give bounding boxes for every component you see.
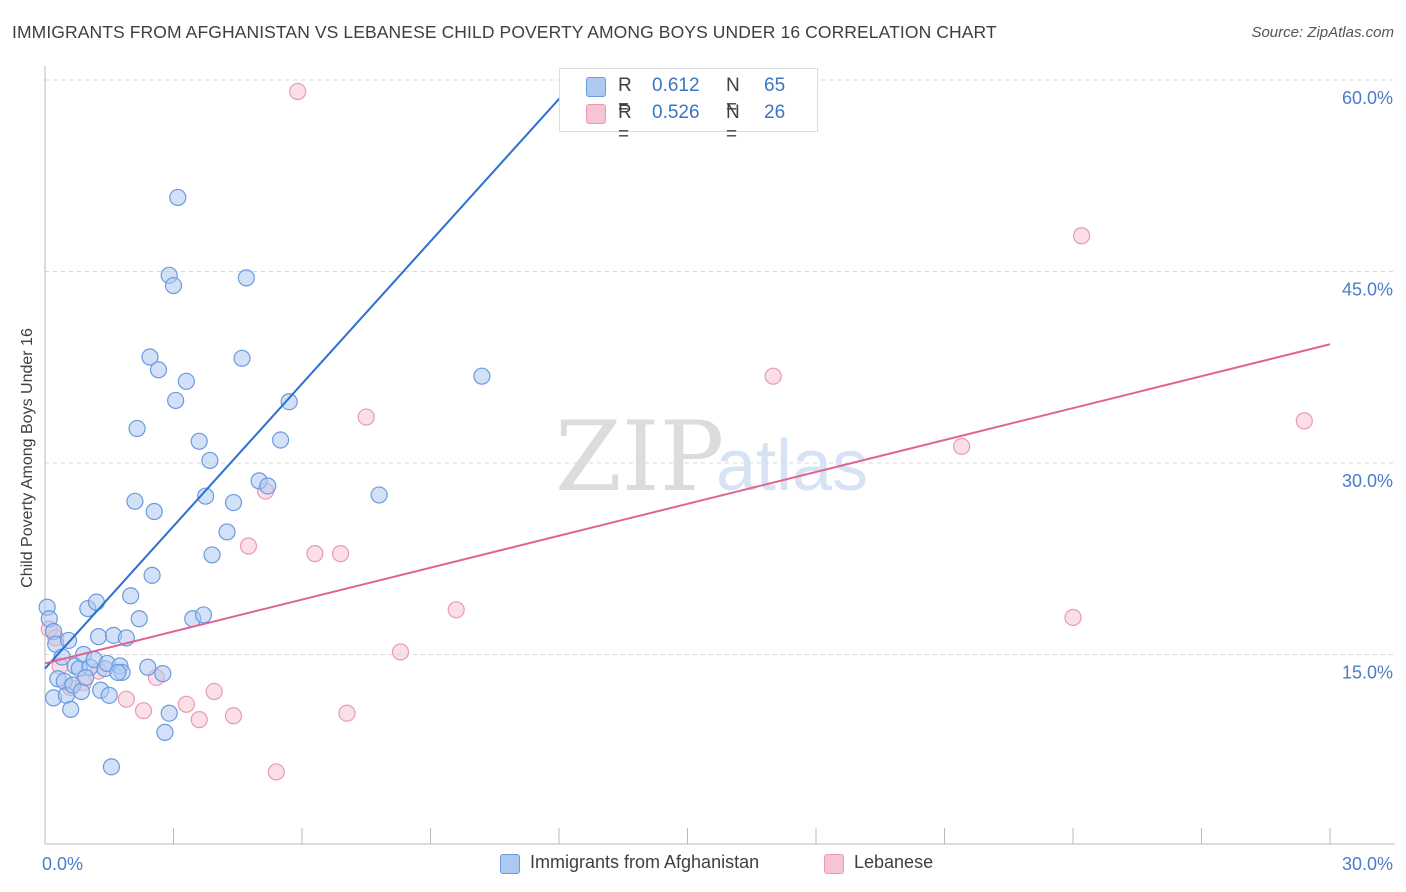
lebanese-point-9 xyxy=(177,695,195,713)
afghanistan-point-44 xyxy=(169,188,187,207)
legend-label-lebanese: Lebanese xyxy=(854,852,934,872)
lebanese-point-24 xyxy=(953,437,971,456)
afghanistan-point-50 xyxy=(201,451,219,470)
afghanistan-point-34 xyxy=(139,658,157,676)
lebanese-swatch xyxy=(586,104,606,124)
afghanistan-point-49 xyxy=(197,487,215,505)
afghanistan-point-55 xyxy=(237,269,255,287)
lebanese-point-15 xyxy=(267,763,285,781)
afghanistan-point-25 xyxy=(102,758,120,776)
afghanistan-point-38 xyxy=(149,361,168,379)
lebanese-point-26 xyxy=(1072,227,1091,245)
lebanese-point-10 xyxy=(190,711,208,729)
legend-r-label: R = xyxy=(618,102,632,145)
watermark-zip: ZIP xyxy=(555,401,724,513)
afghanistan-point-62 xyxy=(154,665,172,683)
chart-title: IMMIGRANTS FROM AFGHANISTAN VS LEBANESE … xyxy=(12,22,997,42)
afghanistan-point-35 xyxy=(141,348,159,366)
afghanistan-point-51 xyxy=(203,546,221,564)
lebanese-point-12 xyxy=(224,707,243,725)
afghanistan-point-43 xyxy=(167,391,185,410)
source-credit: Source: ZipAtlas.com xyxy=(1251,24,1394,41)
afghanistan-point-61 xyxy=(473,367,491,385)
afghanistan-point-24 xyxy=(100,686,118,704)
afghanistan-point-52 xyxy=(218,523,236,541)
lebanese-point-23 xyxy=(764,367,782,385)
lebanese-point-11 xyxy=(205,682,223,701)
legend-n-label: N = xyxy=(726,75,740,118)
afghanistan-point-47 xyxy=(190,432,208,450)
lebanese-trend-line xyxy=(44,343,1331,665)
lebanese-point-19 xyxy=(338,704,356,722)
y-tick-label-1: 30.0% xyxy=(1342,471,1393,491)
afghanistan-swatch xyxy=(586,77,606,97)
afghanistan-point-10 xyxy=(62,700,80,718)
legend-r-value: 0.526 xyxy=(652,102,700,123)
lebanese-swatch xyxy=(824,854,844,874)
afghanistan-point-32 xyxy=(128,419,146,438)
afghanistan-point-42 xyxy=(164,276,183,295)
afghanistan-point-31 xyxy=(126,492,144,510)
legend-n-value: 65 xyxy=(764,75,786,96)
afghanistan-point-64 xyxy=(77,668,95,687)
afghanistan-point-59 xyxy=(280,393,298,411)
afghanistan-point-36 xyxy=(143,566,161,584)
lebanese-point-27 xyxy=(1295,412,1313,430)
afghanistan-point-45 xyxy=(177,372,195,390)
legend-label-afghanistan: Immigrants from Afghanistan xyxy=(530,852,760,872)
afghanistan-point-39 xyxy=(156,723,174,741)
axes xyxy=(44,66,1395,845)
afghanistan-points xyxy=(38,188,491,776)
legend-r-label: R = xyxy=(618,75,632,118)
afghanistan-point-58 xyxy=(271,431,290,449)
afghanistan-point-57 xyxy=(259,477,277,495)
x-tick-label-0: 0.0% xyxy=(42,854,83,874)
legend-n-value: 26 xyxy=(764,102,786,123)
lebanese-point-22 xyxy=(447,601,465,619)
afghanistan-point-19 xyxy=(87,593,106,611)
afghanistan-point-60 xyxy=(370,486,388,504)
afghanistan-point-54 xyxy=(233,349,251,367)
afghanistan-point-37 xyxy=(145,502,163,521)
afghanistan-point-63 xyxy=(109,663,127,681)
y-tick-label-2: 45.0% xyxy=(1342,280,1393,300)
afghanistan-point-20 xyxy=(89,628,108,646)
afghanistan-trend-line xyxy=(44,79,577,670)
lebanese-point-21 xyxy=(391,643,410,661)
lebanese-point-13 xyxy=(239,537,258,555)
y-tick-label-3: 60.0% xyxy=(1342,88,1393,108)
lebanese-point-20 xyxy=(357,408,375,426)
tick-labels: 15.0% 30.0% 45.0% 60.0% 0.0% 30.0% xyxy=(42,88,1393,874)
afghanistan-point-48 xyxy=(194,606,213,624)
lebanese-point-16 xyxy=(289,82,307,101)
y-axis-label: Child Poverty Among Boys Under 16 xyxy=(19,328,36,588)
afghanistan-point-41 xyxy=(160,704,178,722)
afghanistan-point-53 xyxy=(224,493,243,512)
legend-r-value: 0.612 xyxy=(652,75,700,96)
lebanese-point-18 xyxy=(331,545,350,563)
afghanistan-point-9 xyxy=(59,631,78,650)
watermark: ZIP atlas xyxy=(555,401,868,513)
y-tick-label-0: 15.0% xyxy=(1342,663,1393,683)
trend-lines xyxy=(44,79,1331,670)
watermark-atlas: atlas xyxy=(716,426,868,506)
afghanistan-point-30 xyxy=(122,587,140,605)
grid-lines xyxy=(45,79,1395,655)
afghanistan-swatch xyxy=(500,854,520,874)
correlation-legend: R = 0.612 N = 65 R = 0.526 N = 26 xyxy=(559,68,818,145)
lebanese-point-6 xyxy=(117,690,135,708)
afghanistan-point-33 xyxy=(130,610,148,628)
legend-n-label: N = xyxy=(726,102,740,145)
x-tick-label-1: 30.0% xyxy=(1342,854,1393,874)
lebanese-point-25 xyxy=(1064,608,1082,627)
lebanese-point-17 xyxy=(306,545,324,563)
lebanese-point-7 xyxy=(134,702,153,720)
